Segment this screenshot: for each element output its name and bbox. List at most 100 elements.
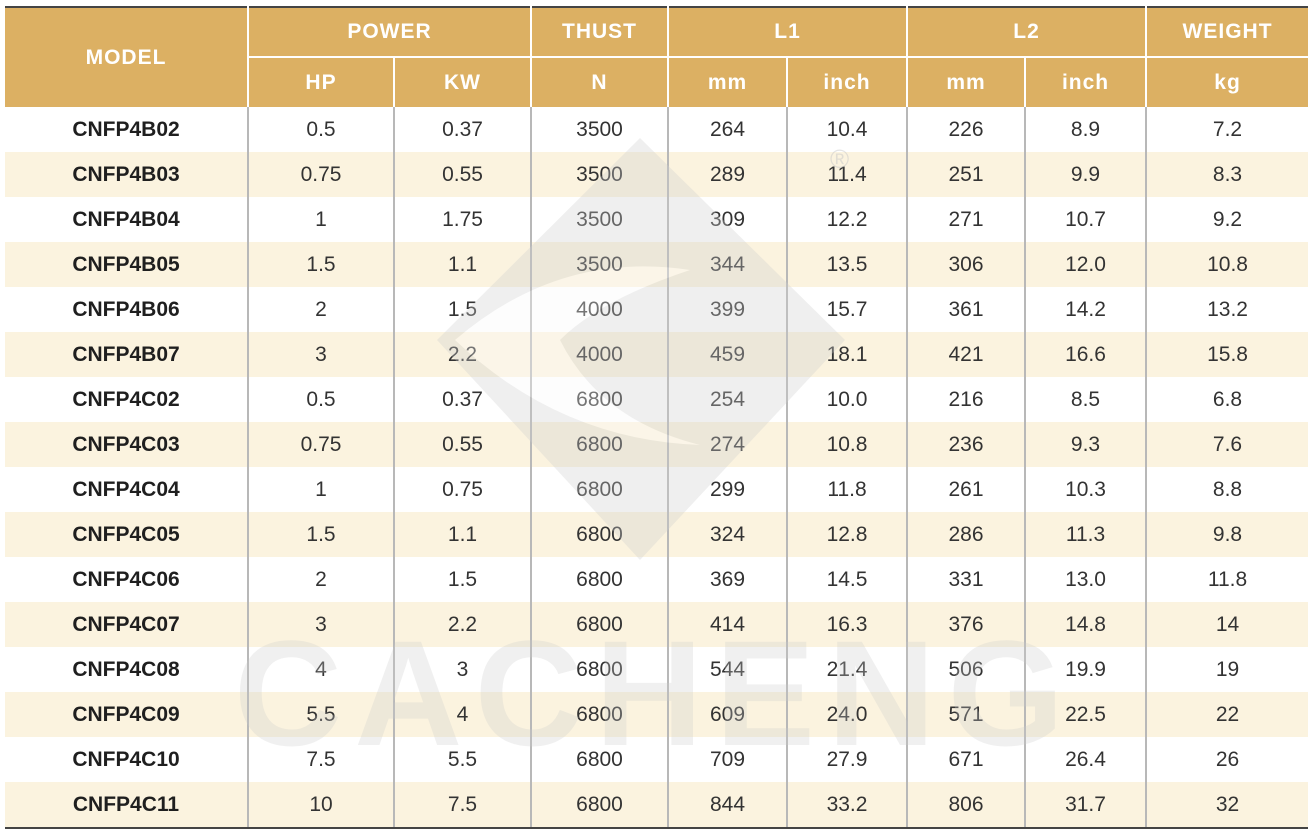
cell-l1-inch: 10.8 (787, 422, 909, 467)
cell-weight-kg: 9.8 (1146, 512, 1309, 557)
cell-weight-kg: 11.8 (1207, 567, 1248, 591)
cell-l1-inch: 14.5 (787, 557, 909, 602)
cell-weight-kg: 8.8 (1212, 477, 1243, 501)
cell-thrust-n: 6800 (531, 647, 669, 692)
cell-kw: 3 (394, 647, 532, 692)
cell-hp: 2 (248, 287, 395, 332)
cell-weight-kg: 14 (1146, 602, 1309, 647)
table-row: CNFP4B05 1.5 1.1 3500 344 13.5 306 12.0 10.8 (5, 242, 1309, 287)
cell-thrust-n: 6800 (531, 467, 669, 512)
cell-kw: 0.37 (394, 377, 532, 422)
cell-l2-mm: 236 (907, 422, 1027, 467)
cell-kw: 0.75 (394, 467, 532, 512)
cell-l1-inch: 33.2 (787, 782, 909, 829)
cell-l2-inch: 26.4 (1025, 737, 1148, 782)
cell-l1-mm: 274 (668, 422, 788, 467)
cell-model: CNFP4C07 (5, 602, 249, 647)
cell-hp: 7.5 (248, 737, 395, 782)
table-row: CNFP4C06 2 1.5 6800 369 14.5 331 13.0 11.8 (5, 557, 1308, 602)
cell-l1-mm: 414 (668, 602, 788, 647)
cell-l2-inch: 10.7 (1025, 197, 1148, 242)
cell-model: CNFP4B06 (5, 287, 249, 332)
cell-hp: 4 (248, 647, 395, 692)
cell-weight-kg: 6.8 (1212, 387, 1243, 411)
cell-model: CNFP4C04 (5, 467, 249, 512)
cell-l1-mm: 264 (668, 107, 788, 152)
cell-kw: 2.2 (394, 602, 532, 647)
cell-l1-inch: 10.0 (787, 377, 909, 422)
cell-l2-inch: 8.9 (1025, 107, 1148, 152)
cell-kw: 1.1 (394, 242, 532, 287)
table-row: CNFP4C04 1 0.75 6800 299 11.8 261 10.3 8.8 (5, 467, 1308, 512)
cell-kw: 4 (394, 692, 532, 737)
cell-hp: 10 (248, 782, 395, 829)
cell-kw: 0.55 (394, 422, 532, 467)
cell-l1-mm: 369 (668, 557, 788, 602)
cell-l1-inch: 15.7 (787, 287, 909, 332)
cell-l2-mm: 216 (907, 377, 1027, 422)
cell-l1-mm: 844 (668, 782, 788, 829)
cell-l2-inch: 22.5 (1025, 692, 1148, 737)
cell-model: CNFP4C05 (5, 512, 249, 557)
cell-l1-inch: 16.3 (787, 602, 909, 647)
cell-thrust-n: 6800 (531, 602, 669, 647)
cell-model: CNFP4C06 (5, 557, 249, 602)
cell-hp: 0.5 (248, 377, 395, 422)
table-row: CNFP4C05 1.5 1.1 6800 324 12.8 286 11.3 9.8 (5, 512, 1309, 557)
cell-weight-kg: 7.2 (1212, 117, 1243, 141)
cell-l1-inch: 24.0 (787, 692, 909, 737)
cell-hp: 1 (248, 467, 395, 512)
cell-l1-mm: 289 (668, 152, 788, 197)
cell-thrust-n: 6800 (531, 782, 669, 829)
cell-model: CNFP4C09 (5, 692, 249, 737)
cell-model: CNFP4B03 (5, 152, 249, 197)
cell-weight-kg: 19 (1215, 657, 1240, 681)
table-row: CNFP4C08 4 3 6800 544 21.4 506 19.9 19 (5, 647, 1308, 692)
cell-thrust-n: 3500 (531, 242, 669, 287)
table-body: CNFP4B02 0.5 0.37 3500 264 10.4 226 8.9 7.2 CNFP4… (5, 107, 1309, 829)
header-unit-kw: KW (394, 56, 532, 107)
cell-l1-inch: 10.4 (787, 107, 909, 152)
cell-model: CNFP4C02 (5, 377, 249, 422)
cell-l2-inch: 9.3 (1025, 422, 1148, 467)
cell-kw: 2.2 (394, 332, 532, 377)
cell-l1-inch: 11.4 (787, 152, 909, 197)
header-unit-l2-inch: inch (1025, 56, 1148, 107)
cell-l1-mm: 299 (668, 467, 788, 512)
header-unit-l2-mm: mm (907, 56, 1027, 107)
table-row: CNFP4C09 5.5 4 6800 609 24.0 571 22.5 22 (5, 692, 1309, 737)
cell-l2-mm: 306 (907, 242, 1027, 287)
header-model: MODEL (5, 7, 249, 107)
cell-weight-kg: 22 (1146, 692, 1309, 737)
header-thrust: THUST (531, 7, 669, 57)
cell-weight-kg: 8.3 (1146, 152, 1309, 197)
cell-weight-kg: 15.8 (1146, 332, 1309, 377)
table-row: CNFP4C07 3 2.2 6800 414 16.3 376 14.8 14 (5, 602, 1309, 647)
cell-l1-inch: 18.1 (787, 332, 909, 377)
cell-l1-inch: 13.5 (787, 242, 909, 287)
cell-thrust-n: 4000 (531, 287, 669, 332)
header-unit-n: N (531, 56, 669, 107)
cell-hp: 3 (248, 332, 395, 377)
table-header: MODEL POWER THUST L1 L2 WEIGHT HP KW N m… (5, 7, 1309, 107)
cell-kw: 0.55 (394, 152, 532, 197)
table-row: CNFP4B06 2 1.5 4000 399 15.7 361 14.2 13.2 (5, 287, 1308, 332)
cell-l2-mm: 286 (907, 512, 1027, 557)
cell-l1-mm: 459 (668, 332, 788, 377)
cell-l1-inch: 12.2 (787, 197, 909, 242)
cell-l2-inch: 14.8 (1025, 602, 1148, 647)
cell-l2-mm: 251 (907, 152, 1027, 197)
cell-thrust-n: 6800 (531, 512, 669, 557)
header-power: POWER (248, 7, 532, 57)
header-unit-hp: HP (248, 56, 395, 107)
cell-thrust-n: 6800 (531, 737, 669, 782)
header-l1: L1 (668, 7, 909, 57)
table-row: CNFP4B03 0.75 0.55 3500 289 11.4 251 9.9 8.3 (5, 152, 1309, 197)
cell-weight-kg: 10.8 (1146, 242, 1309, 287)
cell-thrust-n: 4000 (531, 332, 669, 377)
cell-kw: 5.5 (394, 737, 532, 782)
cell-l1-mm: 544 (668, 647, 788, 692)
header-l2: L2 (907, 7, 1148, 57)
cell-l1-mm: 344 (668, 242, 788, 287)
cell-kw: 7.5 (394, 782, 532, 829)
